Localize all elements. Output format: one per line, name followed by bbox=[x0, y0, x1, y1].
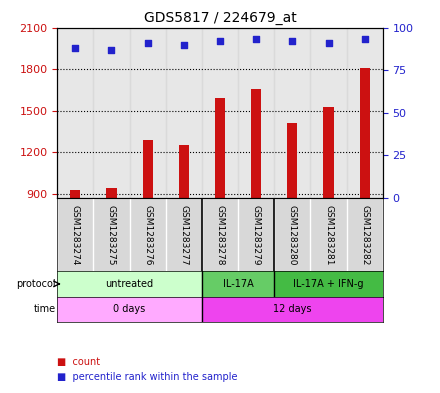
Bar bbox=[129, 28, 166, 198]
Bar bbox=[70, 190, 81, 198]
Text: ■  count: ■ count bbox=[57, 356, 100, 367]
Text: untreated: untreated bbox=[106, 279, 154, 289]
Bar bbox=[143, 140, 153, 198]
Point bbox=[253, 36, 260, 42]
Bar bbox=[57, 271, 202, 297]
Text: GSM1283277: GSM1283277 bbox=[180, 205, 188, 266]
Text: 0 days: 0 days bbox=[114, 305, 146, 314]
Point bbox=[144, 40, 151, 46]
Text: protocol: protocol bbox=[16, 279, 55, 289]
Bar bbox=[202, 28, 238, 198]
Text: 12 days: 12 days bbox=[273, 305, 312, 314]
Point bbox=[180, 41, 187, 48]
Bar bbox=[202, 297, 383, 322]
Text: GSM1283280: GSM1283280 bbox=[288, 205, 297, 266]
Title: GDS5817 / 224679_at: GDS5817 / 224679_at bbox=[143, 11, 297, 25]
Bar bbox=[274, 28, 311, 198]
Bar bbox=[287, 123, 297, 198]
Bar bbox=[215, 98, 225, 198]
Bar bbox=[251, 88, 261, 198]
Point bbox=[216, 38, 224, 44]
Bar bbox=[57, 297, 202, 322]
Text: time: time bbox=[33, 305, 55, 314]
Bar bbox=[179, 145, 189, 198]
Point bbox=[72, 45, 79, 51]
Text: GSM1283274: GSM1283274 bbox=[71, 205, 80, 266]
Text: GSM1283275: GSM1283275 bbox=[107, 205, 116, 266]
Bar bbox=[238, 28, 274, 198]
Bar bbox=[274, 271, 383, 297]
Text: GSM1283279: GSM1283279 bbox=[252, 205, 260, 266]
Bar bbox=[106, 187, 117, 198]
Text: IL-17A + IFN-g: IL-17A + IFN-g bbox=[293, 279, 364, 289]
Bar bbox=[323, 107, 334, 198]
Text: GSM1283282: GSM1283282 bbox=[360, 205, 369, 266]
Point bbox=[325, 40, 332, 46]
Point bbox=[289, 38, 296, 44]
Point bbox=[361, 36, 368, 42]
Text: GSM1283278: GSM1283278 bbox=[216, 205, 224, 266]
Bar bbox=[202, 271, 274, 297]
Text: GSM1283281: GSM1283281 bbox=[324, 205, 333, 266]
Text: GSM1283276: GSM1283276 bbox=[143, 205, 152, 266]
Bar bbox=[347, 28, 383, 198]
Text: IL-17A: IL-17A bbox=[223, 279, 253, 289]
Bar bbox=[311, 28, 347, 198]
Point bbox=[108, 46, 115, 53]
Bar bbox=[93, 28, 129, 198]
Bar bbox=[166, 28, 202, 198]
Bar bbox=[57, 28, 93, 198]
Bar bbox=[359, 68, 370, 198]
Text: ■  percentile rank within the sample: ■ percentile rank within the sample bbox=[57, 372, 238, 382]
